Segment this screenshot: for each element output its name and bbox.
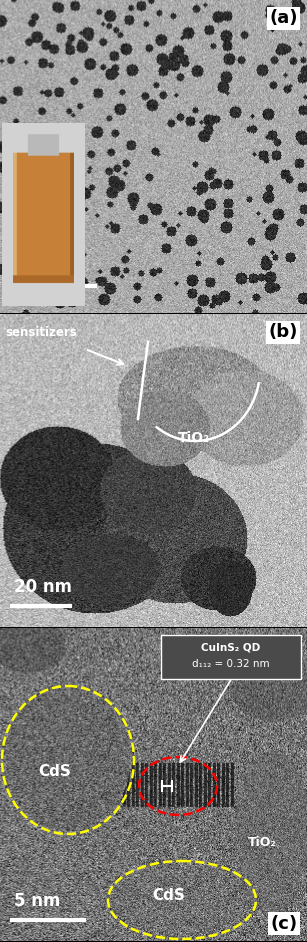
Text: TiO₂: TiO₂	[248, 836, 277, 849]
Text: 5 nm: 5 nm	[14, 892, 60, 910]
Text: CdS: CdS	[38, 764, 71, 779]
Text: CdS: CdS	[152, 888, 185, 903]
FancyBboxPatch shape	[161, 635, 301, 679]
Text: TiO₂: TiO₂	[178, 431, 210, 445]
Text: 20 nm: 20 nm	[14, 578, 72, 596]
Text: (c): (c)	[271, 915, 298, 933]
Text: sensitizers: sensitizers	[5, 326, 77, 339]
Text: 50 nm: 50 nm	[17, 258, 75, 276]
Text: d₁₁₂ = 0.32 nm: d₁₁₂ = 0.32 nm	[192, 659, 270, 669]
Text: CuInS₂ QD: CuInS₂ QD	[201, 643, 261, 653]
Text: (b): (b)	[268, 323, 298, 341]
Text: (a): (a)	[269, 9, 298, 27]
